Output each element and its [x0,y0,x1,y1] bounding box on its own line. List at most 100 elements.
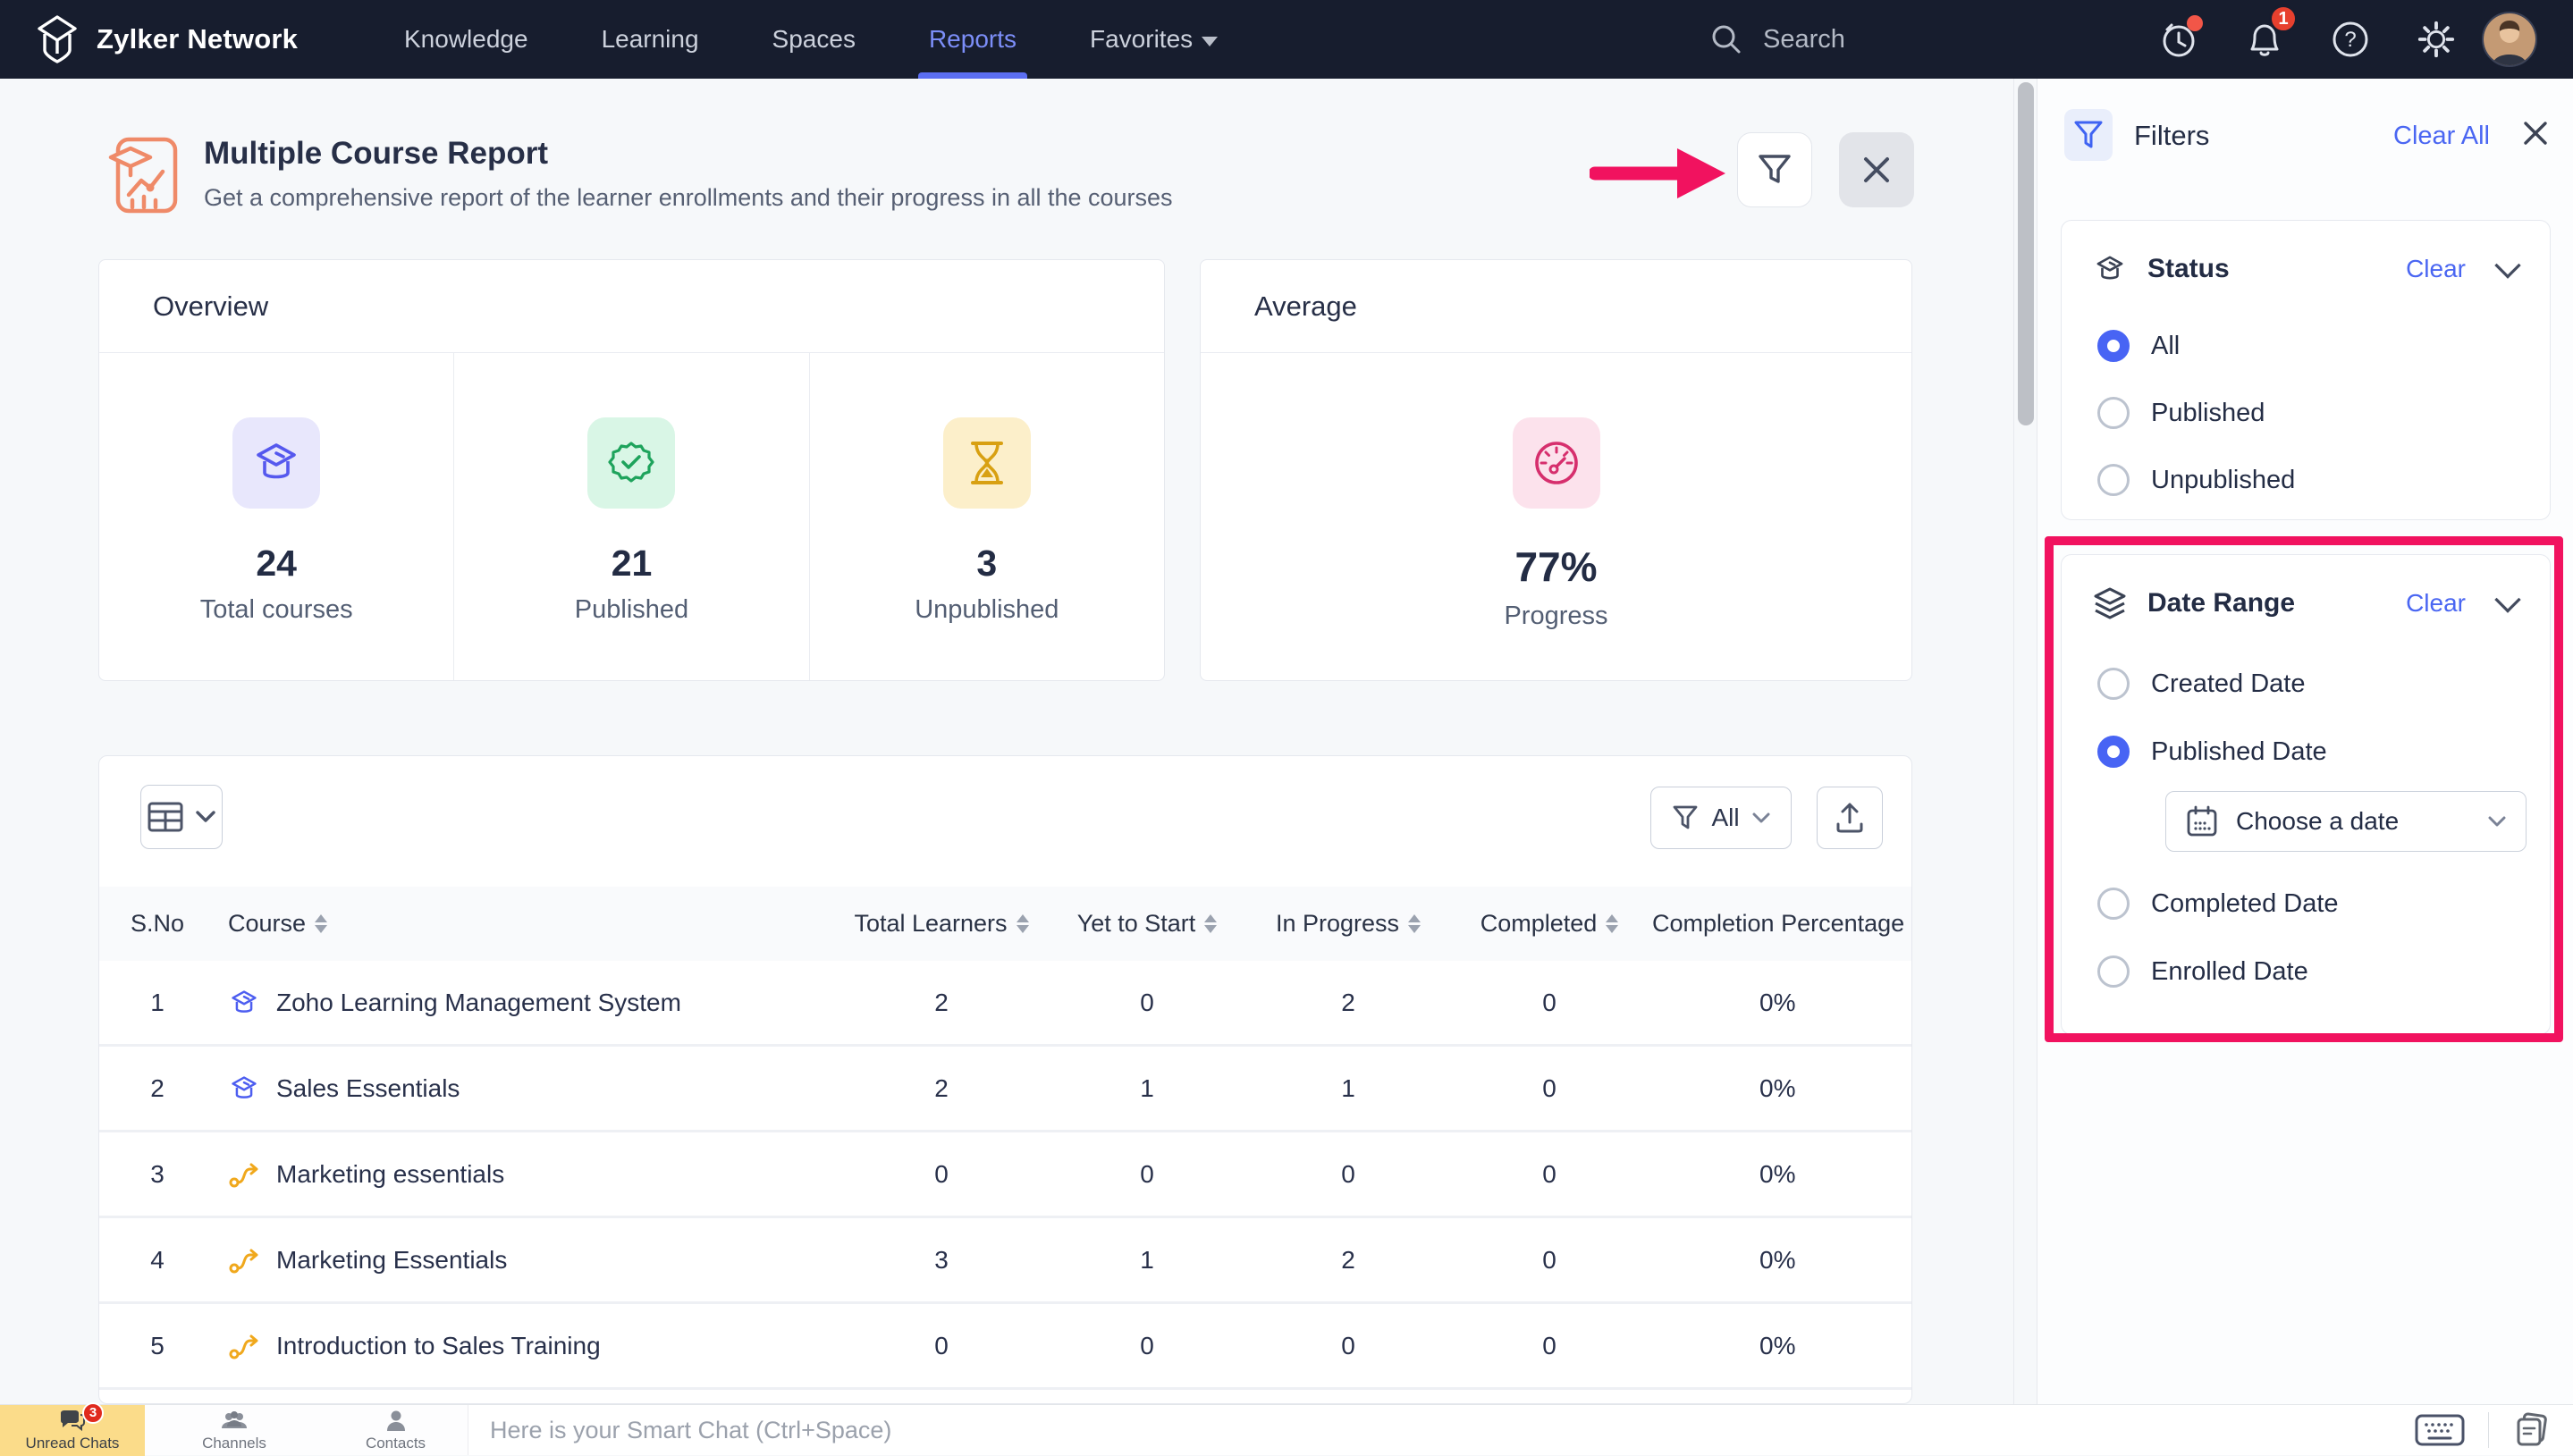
annotation-arrow [1590,148,1725,198]
chevron-down-icon [196,811,215,822]
close-icon [2524,122,2547,145]
page-subtitle: Get a comprehensive report of the learne… [204,184,1173,211]
nav-item-favorites[interactable]: Favorites [1090,0,1219,79]
badge-check-icon [587,417,676,509]
course-name[interactable]: Sales Essentials [276,1073,460,1102]
vertical-scrollbar-thumb[interactable] [2018,82,2034,425]
reminders-button[interactable] [2158,15,2203,60]
chevron-down-icon [1752,812,1770,822]
user-avatar[interactable] [2482,12,2537,67]
channels-tab[interactable]: Channels [145,1405,324,1456]
header-label: Total Learners [854,910,1008,937]
top-nav: Zylker Network Knowledge Learning Spaces… [0,0,2573,79]
radio[interactable] [2097,668,2130,700]
table-row[interactable]: 5 Introduction to Sales Training 0 0 0 0… [99,1304,1911,1390]
cell-completed: 0 [1542,1159,1556,1188]
nav-item-learning[interactable]: Learning [602,0,699,79]
cell-completion-pct: 0% [1759,1245,1796,1274]
overview-title: Overview [99,260,1164,353]
course-name[interactable]: Marketing essentials [276,1159,505,1188]
settings-button[interactable] [2416,19,2457,60]
table-filter-all-dropdown[interactable]: All [1650,787,1792,849]
sort-icon[interactable] [1408,914,1421,933]
status-clear-link[interactable]: Clear [2406,255,2466,282]
date-option-published[interactable]: Published Date [2097,736,2327,768]
course-name[interactable]: Introduction to Sales Training [276,1331,601,1359]
sort-icon[interactable] [1204,914,1218,933]
option-label: Completed Date [2151,888,2339,918]
sort-icon[interactable] [315,914,328,933]
bell-icon [2250,24,2279,56]
cell-total-learners: 3 [934,1245,949,1274]
brand-name: Zylker Network [97,23,299,55]
radio[interactable] [2097,888,2130,920]
date-option-enrolled[interactable]: Enrolled Date [2097,955,2308,988]
header-label: Yet to Start [1076,910,1196,937]
header-completion-percentage[interactable]: Completion Percentage [1652,910,1911,938]
radio[interactable] [2097,397,2130,429]
overview-stats: 24 Total courses 21 Published [99,353,1164,680]
date-option-created[interactable]: Created Date [2097,668,2306,700]
close-filters-button[interactable] [2520,118,2551,153]
tab-label: Contacts [365,1434,426,1452]
header-total-learners[interactable]: Total Learners [839,910,1044,938]
brand[interactable]: Zylker Network [34,0,298,79]
unread-chats-tab[interactable]: 3 Unread Chats [0,1401,145,1456]
global-search[interactable]: Search [1709,0,1845,79]
stat-total-courses: 24 Total courses [99,353,453,680]
clear-all-link[interactable]: Clear All [2393,122,2490,150]
chevron-down-icon[interactable] [2494,586,2521,613]
table-view-selector[interactable] [140,785,223,849]
option-label: Published Date [2151,736,2327,766]
chevron-down-icon[interactable] [2494,252,2521,279]
export-button[interactable] [1817,787,1883,849]
nav-menu: Knowledge Learning Spaces Reports Favori… [404,0,1219,79]
radio[interactable] [2097,955,2130,988]
recent-chats-icon[interactable] [2512,1411,2550,1449]
keyboard-icon[interactable] [2415,1413,2465,1447]
nav-item-reports[interactable]: Reports [917,0,1027,79]
nav-item-spaces[interactable]: Spaces [772,0,856,79]
status-option-all[interactable]: All [2097,330,2180,362]
notification-dot [2187,15,2203,31]
chevron-down-icon [2488,816,2506,826]
status-option-unpublished[interactable]: Unpublished [2097,464,2295,496]
radio-selected[interactable] [2097,736,2130,768]
header-course[interactable]: Course [215,910,839,938]
header-completed[interactable]: Completed [1447,910,1652,938]
sort-icon[interactable] [1016,914,1029,933]
table-header-row: S.No Course Total Learners Yet to Start … [99,887,1911,961]
header-sno[interactable]: S.No [130,910,185,937]
table-row[interactable]: 3 Marketing essentials 0 0 0 0 0% [99,1132,1911,1218]
header-yet-to-start[interactable]: Yet to Start [1044,910,1250,938]
zylker-logo-icon [38,15,77,63]
smart-chat-input[interactable] [468,1405,2392,1455]
date-option-completed[interactable]: Completed Date [2097,888,2339,920]
radio-selected[interactable] [2097,330,2130,362]
vertical-scrollbar-track[interactable] [2013,79,2037,1455]
export-icon [1836,803,1863,833]
radio[interactable] [2097,464,2130,496]
close-report-button[interactable] [1839,132,1914,207]
cell-completed: 0 [1542,1331,1556,1359]
courses-table-card: All S.No Course Total Learners Y [98,755,1912,1404]
contacts-tab[interactable]: Contacts [324,1405,468,1456]
table-row[interactable]: 2 Sales Essentials 2 1 1 0 0% [99,1047,1911,1132]
choose-date-dropdown[interactable]: Choose a date [2165,791,2527,852]
nav-item-knowledge[interactable]: Knowledge [404,0,528,79]
table-row[interactable]: 4 Marketing Essentials 3 1 2 0 0% [99,1218,1911,1304]
svg-text:?: ? [2344,28,2356,52]
filters-panel: Filters Clear All Status Clear All Publi… [2037,79,2573,1455]
cell-in-progress: 0 [1341,1159,1355,1188]
help-button[interactable]: ? [2330,19,2371,60]
header-in-progress[interactable]: In Progress [1250,910,1447,938]
course-name[interactable]: Zoho Learning Management System [276,988,681,1016]
sort-icon[interactable] [1606,914,1619,933]
stat-value: 24 [256,543,297,584]
date-range-clear-link[interactable]: Clear [2406,589,2466,617]
notifications-button[interactable]: 1 [2244,4,2298,60]
status-option-published[interactable]: Published [2097,397,2265,429]
table-row[interactable]: 1 Zoho Learning Management System 2 0 2 … [99,961,1911,1047]
filter-toggle-button[interactable] [1737,132,1812,207]
course-name[interactable]: Marketing Essentials [276,1245,508,1274]
